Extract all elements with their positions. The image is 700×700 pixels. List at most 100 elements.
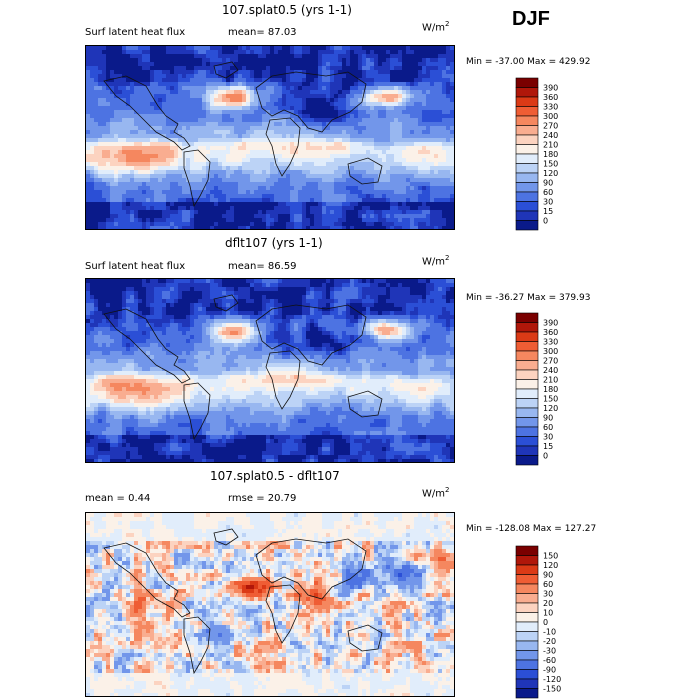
- map-cell: [194, 166, 199, 171]
- map-cell: [254, 154, 259, 159]
- map-cell: [86, 295, 91, 300]
- panel1-mean: mean= 87.03: [228, 27, 297, 38]
- map-cell: [370, 50, 375, 55]
- map-cell: [154, 82, 159, 87]
- map-cell: [102, 307, 107, 312]
- map-cell: [150, 70, 155, 75]
- map-cell: [342, 78, 347, 83]
- map-cell: [334, 307, 339, 312]
- map-cell: [286, 226, 291, 229]
- map-cell: [146, 134, 151, 139]
- map-cell: [234, 126, 239, 131]
- map-cell: [178, 222, 183, 227]
- map-cell: [258, 86, 263, 91]
- map-cell: [394, 82, 399, 87]
- map-cell: [342, 90, 347, 95]
- map-cell: [170, 74, 175, 79]
- map-cell: [350, 202, 355, 207]
- map-cell: [386, 126, 391, 131]
- map-cell: [258, 182, 263, 187]
- map-cell: [206, 58, 211, 63]
- map-cell: [246, 174, 251, 179]
- map-cell: [374, 142, 379, 147]
- map-cell: [230, 202, 235, 207]
- map-cell: [322, 162, 327, 167]
- map-cell: [86, 206, 91, 211]
- map-cell: [274, 279, 279, 284]
- map-cell: [402, 218, 407, 223]
- map-cell: [278, 295, 283, 300]
- map-cell: [346, 194, 351, 199]
- map-cell: [174, 70, 179, 75]
- map-cell: [418, 46, 423, 51]
- map-cell: [226, 186, 231, 191]
- map-cell: [274, 194, 279, 199]
- map-cell: [278, 86, 283, 91]
- map-cell: [366, 182, 371, 187]
- map-cell: [302, 214, 307, 219]
- map-cell: [278, 174, 283, 179]
- map-cell: [318, 54, 323, 59]
- map-cell: [182, 54, 187, 59]
- map-cell: [194, 130, 199, 135]
- map-cell: [86, 150, 91, 155]
- map-cell: [438, 46, 443, 51]
- map-cell: [374, 150, 379, 155]
- map-cell: [274, 299, 279, 304]
- map-cell: [426, 170, 431, 175]
- map-cell: [378, 90, 383, 95]
- map-cell: [98, 70, 103, 75]
- map-cell: [226, 78, 231, 83]
- map-cell: [90, 186, 95, 191]
- map-cell: [186, 106, 191, 111]
- map-cell: [234, 142, 239, 147]
- map-cell: [182, 114, 187, 119]
- map-cell: [418, 182, 423, 187]
- map-cell: [206, 110, 211, 115]
- map-cell: [274, 206, 279, 211]
- map-cell: [186, 130, 191, 135]
- map-cell: [218, 90, 223, 95]
- map-cell: [202, 174, 207, 179]
- map-cell: [178, 178, 183, 183]
- map-cell: [154, 86, 159, 91]
- map-cell: [266, 62, 271, 67]
- map-cell: [114, 62, 119, 67]
- map-cell: [274, 118, 279, 123]
- map-cell: [130, 170, 135, 175]
- map-cell: [314, 134, 319, 139]
- map-cell: [430, 150, 435, 155]
- map-cell: [166, 130, 171, 135]
- map-cell: [106, 94, 111, 99]
- map-cell: [222, 170, 227, 175]
- map-cell: [414, 102, 419, 107]
- map-cell: [194, 114, 199, 119]
- map-cell: [342, 82, 347, 87]
- map-cell: [166, 102, 171, 107]
- map-cell: [94, 138, 99, 143]
- map-cell: [346, 307, 351, 312]
- map-cell: [278, 126, 283, 131]
- map-cell: [434, 190, 439, 195]
- map-cell: [322, 62, 327, 67]
- map-cell: [338, 291, 343, 296]
- map-cell: [294, 174, 299, 179]
- map-cell: [234, 102, 239, 107]
- map-cell: [122, 102, 127, 107]
- map-cell: [334, 202, 339, 207]
- map-cell: [362, 122, 367, 127]
- map-cell: [342, 299, 347, 304]
- map-cell: [322, 178, 327, 183]
- map-cell: [346, 166, 351, 171]
- map-cell: [358, 190, 363, 195]
- map-cell: [322, 86, 327, 91]
- map-cell: [270, 130, 275, 135]
- map-cell: [402, 162, 407, 167]
- map-cell: [206, 138, 211, 143]
- map-cell: [130, 303, 135, 308]
- map-cell: [138, 222, 143, 227]
- map-cell: [210, 218, 215, 223]
- map-cell: [314, 174, 319, 179]
- map-cell: [110, 134, 115, 139]
- map-cell: [118, 138, 123, 143]
